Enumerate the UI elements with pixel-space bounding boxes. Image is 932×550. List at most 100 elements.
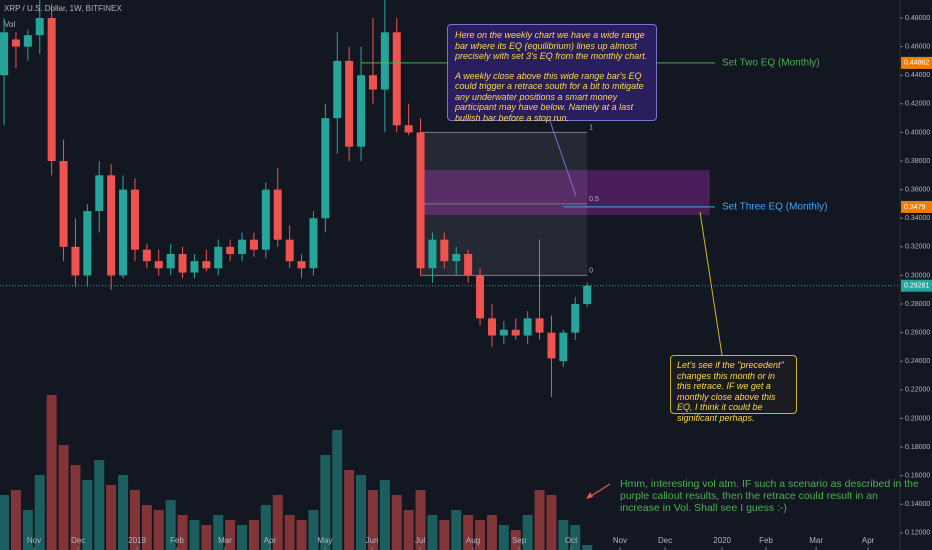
volume-bar (0, 495, 10, 550)
candle-body (345, 60, 354, 147)
volume-bar (237, 525, 248, 550)
candle-body (23, 35, 32, 47)
candle-body (571, 304, 580, 333)
x-tick-label: Dec (71, 536, 85, 545)
candle-body (499, 329, 508, 336)
y-tick-label: 0.40000 (905, 129, 930, 136)
candle-body (273, 189, 282, 240)
volume-bar (379, 480, 390, 550)
eq-level-label: Set Two EQ (Monthly) (722, 58, 820, 69)
y-tick-label: 0.44000 (905, 72, 930, 79)
candle-body (440, 239, 449, 262)
volume-bar (522, 515, 533, 550)
candle-body (249, 239, 258, 250)
volume-bar (165, 500, 176, 550)
x-tick-label: 2019 (128, 536, 146, 545)
price-badge (901, 56, 932, 69)
volume-bar (320, 455, 331, 550)
x-tick-label: Aug (466, 536, 480, 545)
volume-bar (344, 470, 355, 550)
x-tick-label: Feb (759, 536, 773, 545)
yellow-callout: Let's see if the "precedent" changes thi… (670, 355, 797, 423)
volume-bar (367, 490, 378, 550)
price-badge (901, 200, 932, 213)
volume-bar (34, 475, 45, 550)
candle-body (535, 318, 544, 333)
candle-body (166, 253, 175, 269)
y-tick-label: 0.42000 (905, 101, 930, 108)
candle-body (297, 261, 306, 269)
symbol-title: XRP / U.S. Dollar, 1W, BITFINEX (4, 4, 122, 13)
volume-bar (118, 475, 129, 550)
x-tick-label: Nov (27, 536, 41, 545)
volume-bar (403, 510, 414, 550)
x-tick-label: Jul (415, 536, 425, 545)
candle-body (202, 261, 211, 269)
y-tick-label: 0.12000 (905, 530, 930, 537)
candle-body (380, 32, 389, 90)
purple-callout: Here on the weekly chart we have a wide … (447, 24, 657, 123)
callout-text: Here on the weekly chart we have a wide … (455, 30, 648, 61)
y-tick-label: 0.34000 (905, 215, 930, 222)
x-tick-label: Mar (809, 536, 823, 545)
volume-bar (570, 525, 581, 550)
volume-label: Vol (4, 20, 16, 29)
y-tick-label: 0.38000 (905, 158, 930, 165)
arrow-head (586, 492, 593, 499)
y-tick-label: 0.46000 (905, 43, 930, 50)
volume-bar (46, 395, 57, 550)
candle-body (357, 75, 366, 147)
candle-body (142, 249, 151, 262)
y-tick-label: 0.48000 (905, 15, 930, 22)
x-tick-label: Apr (862, 536, 875, 545)
candle-body (0, 32, 9, 76)
candle-body (321, 118, 330, 219)
y-tick-label: 0.14000 (905, 501, 930, 508)
candle-body (107, 175, 116, 276)
price-badge-text: 0.29281 (904, 283, 929, 290)
volume-bar (296, 520, 307, 550)
volume-bar (475, 520, 486, 550)
candle-body (368, 75, 377, 90)
candle-body (130, 189, 139, 250)
candle-body (261, 189, 270, 250)
price-badge-text: 0.44862 (904, 60, 929, 67)
fib-label: 0 (589, 267, 593, 274)
candle-body (511, 329, 520, 336)
volume-bar (463, 515, 474, 550)
y-tick-label: 0.36000 (905, 186, 930, 193)
candle-body (404, 125, 413, 133)
y-tick-label: 0.18000 (905, 444, 930, 451)
candle-body (285, 239, 294, 262)
volume-bar (70, 465, 81, 550)
candle-body (47, 18, 56, 162)
x-tick-label: Apr (264, 536, 277, 545)
volume-bar (82, 480, 93, 550)
candle-body (309, 218, 318, 269)
volume-bar (58, 445, 69, 550)
volume-bar (558, 520, 569, 550)
volume-bar (94, 460, 105, 550)
volume-bar (153, 510, 164, 550)
candle-body (154, 261, 163, 269)
x-tick-label: Dec (658, 536, 672, 545)
volume-bar (106, 485, 117, 550)
volume-bar (284, 515, 295, 550)
candle-body (83, 211, 92, 276)
candle-body (71, 246, 80, 276)
volume-bar (272, 495, 283, 550)
callout-pointer (699, 211, 723, 356)
volume-bar (451, 510, 462, 550)
y-tick-label: 0.16000 (905, 472, 930, 479)
volume-bar (260, 505, 271, 550)
candle-body (452, 253, 461, 262)
candle-body (190, 261, 199, 273)
volume-bar (129, 490, 140, 550)
y-tick-label: 0.26000 (905, 329, 930, 336)
callout-text: A weekly close above this wide range bar… (455, 70, 644, 123)
volume-bar (582, 545, 593, 550)
callout-pointer (549, 120, 577, 197)
candle-body (392, 32, 401, 126)
